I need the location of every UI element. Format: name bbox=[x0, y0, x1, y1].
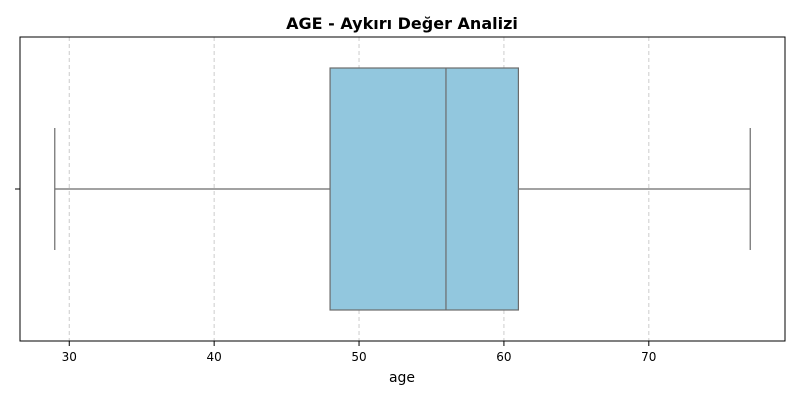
x-tick-label: 40 bbox=[207, 350, 222, 364]
x-tick-label: 30 bbox=[62, 350, 77, 364]
x-axis-label: age bbox=[389, 370, 415, 386]
x-tick-label: 60 bbox=[496, 350, 511, 364]
iqr-box bbox=[329, 67, 520, 311]
x-tick-label: 50 bbox=[351, 350, 366, 364]
x-axis-ticks: 30 40 50 60 70 bbox=[62, 341, 656, 364]
x-tick-label: 70 bbox=[641, 350, 656, 364]
box-plot bbox=[54, 67, 751, 311]
chart-title: AGE - Aykırı Değer Analizi bbox=[286, 14, 518, 33]
